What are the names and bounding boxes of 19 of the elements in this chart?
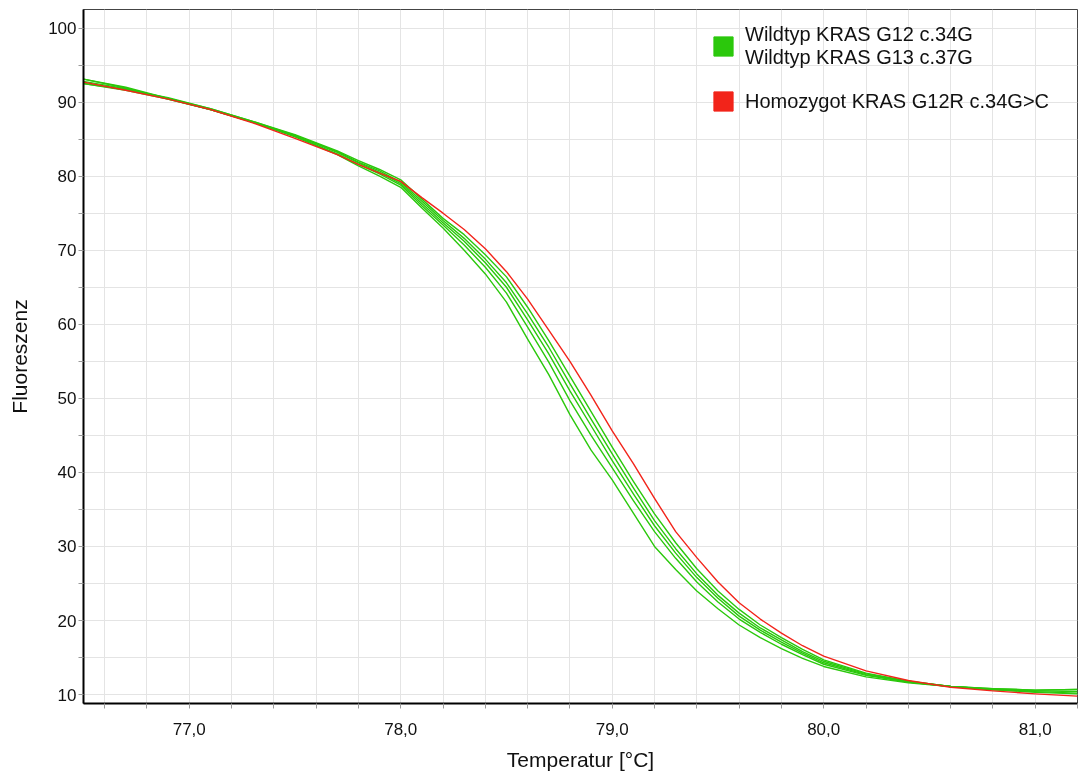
legend-label: Homozygot KRAS G12R c.34G>C	[745, 89, 1050, 113]
y-tick-label: 90	[57, 93, 77, 113]
y-tick-label: 70	[57, 241, 77, 261]
y-tick-label: 40	[57, 463, 77, 483]
y-tick-label: 20	[57, 611, 77, 631]
x-axis-title: Temperatur [°C]	[506, 747, 655, 771]
x-tick-label: 79,0	[595, 719, 629, 739]
y-tick-label: 30	[57, 537, 77, 557]
y-tick-label: 50	[57, 389, 77, 409]
y-tick-label: 100	[48, 19, 77, 39]
y-tick-label: 10	[57, 685, 77, 705]
y-tick-label: 80	[57, 167, 77, 187]
x-tick-label: 77,0	[172, 719, 206, 739]
x-tick-label: 80,0	[807, 719, 841, 739]
legend-label: Wildtyp KRAS G12 c.34G Wildtyp KRAS G13 c.37G	[745, 23, 974, 69]
x-tick-label: 78,0	[384, 719, 418, 739]
y-axis-title: Fluoreszenz	[8, 299, 32, 414]
x-tick-label: 81,0	[1018, 719, 1052, 739]
y-tick-label: 60	[57, 315, 77, 335]
